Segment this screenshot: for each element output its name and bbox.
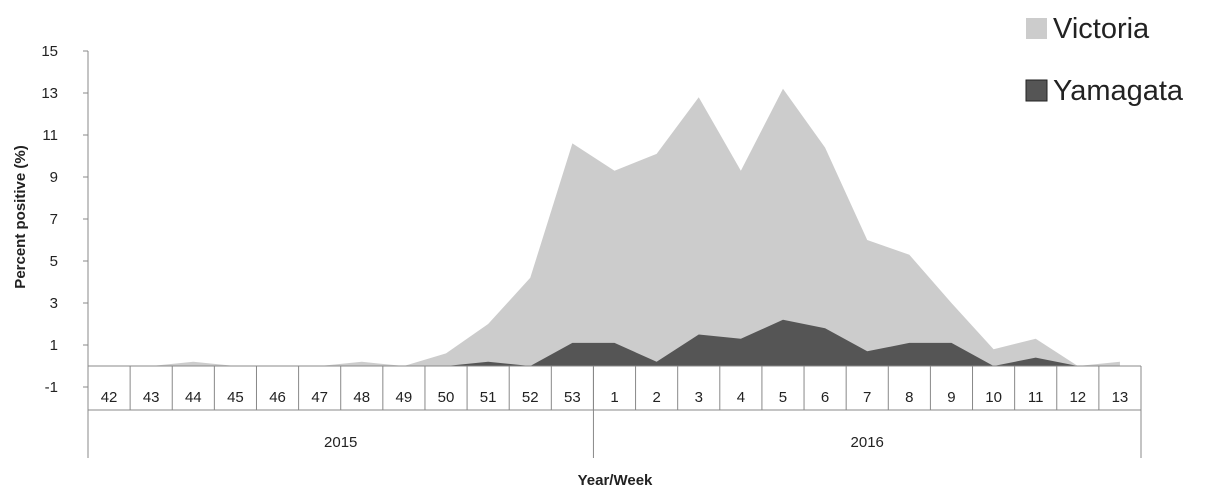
x-tick-label: 5 <box>779 389 787 406</box>
y-tick-label: 1 <box>50 337 58 354</box>
x-tick-label: 9 <box>947 389 955 406</box>
year-label: 2016 <box>851 434 884 451</box>
x-axis-title: Year/Week <box>578 472 653 489</box>
x-tick-label: 12 <box>1069 389 1086 406</box>
series-area-victoria <box>109 88 1120 367</box>
x-tick-label: 3 <box>695 389 703 406</box>
x-tick-label: 48 <box>353 389 370 406</box>
legend-swatch-yamagata <box>1025 79 1048 102</box>
y-tick-label: -1 <box>45 379 58 396</box>
x-tick-label: 43 <box>143 389 160 406</box>
x-tick-label: 47 <box>311 389 328 406</box>
x-tick-labels: 42 43 44 45 46 47 48 49 50 51 52 53 1 2 3 4 5 6 7 8 9 10 11 12 1… <box>101 389 1129 406</box>
axes <box>83 50 1142 458</box>
y-axis-title: Percent positive (%) <box>12 145 29 288</box>
y-tick-label: 3 <box>50 295 58 312</box>
y-tick-label: 11 <box>42 127 58 144</box>
x-tick-label: 46 <box>269 389 286 406</box>
x-tick-label: 51 <box>480 389 497 406</box>
x-tick-label: 45 <box>227 389 244 406</box>
legend-label-victoria: Victoria <box>1053 13 1150 45</box>
x-tick-label: 8 <box>905 389 913 406</box>
x-tick-label: 7 <box>863 389 871 406</box>
series-area-yamagata <box>109 319 1120 366</box>
x-tick-label: 42 <box>101 389 118 406</box>
x-tick-label: 50 <box>438 389 455 406</box>
y-tick-label: 7 <box>50 211 58 228</box>
legend: Victoria Yamagata <box>1025 13 1184 107</box>
year-label: 2015 <box>324 434 357 451</box>
x-tick-label: 1 <box>610 389 618 406</box>
x-tick-label: 11 <box>1028 389 1044 406</box>
x-tick-label: 4 <box>737 389 745 406</box>
x-tick-label: 2 <box>652 389 660 406</box>
x-tick-label: 6 <box>821 389 829 406</box>
x-tick-label: 44 <box>185 389 202 406</box>
x-tick-label: 52 <box>522 389 539 406</box>
y-tick-label: 13 <box>41 85 58 102</box>
x-tick-label: 13 <box>1112 389 1129 406</box>
x-tick-label: 10 <box>985 389 1002 406</box>
legend-swatch-victoria <box>1026 18 1047 39</box>
legend-label-yamagata: Yamagata <box>1053 75 1184 107</box>
x-tick-label: 49 <box>396 389 413 406</box>
y-tick-label: 15 <box>41 43 58 60</box>
y-tick-label: 5 <box>50 253 58 270</box>
x-tick-label: 53 <box>564 389 581 406</box>
year-group-labels: 2015 2016 <box>324 434 884 451</box>
series-areas <box>109 88 1120 367</box>
y-tick-label: 9 <box>50 169 58 186</box>
